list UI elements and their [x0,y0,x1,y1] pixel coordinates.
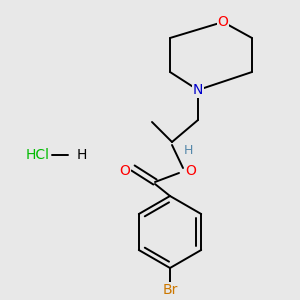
Text: Br: Br [162,283,178,297]
Text: H: H [77,148,87,162]
Text: N: N [193,83,203,97]
Text: O: O [120,164,130,178]
Text: O: O [186,164,196,178]
Text: HCl: HCl [26,148,50,162]
Text: H: H [183,143,193,157]
Text: O: O [218,15,228,29]
